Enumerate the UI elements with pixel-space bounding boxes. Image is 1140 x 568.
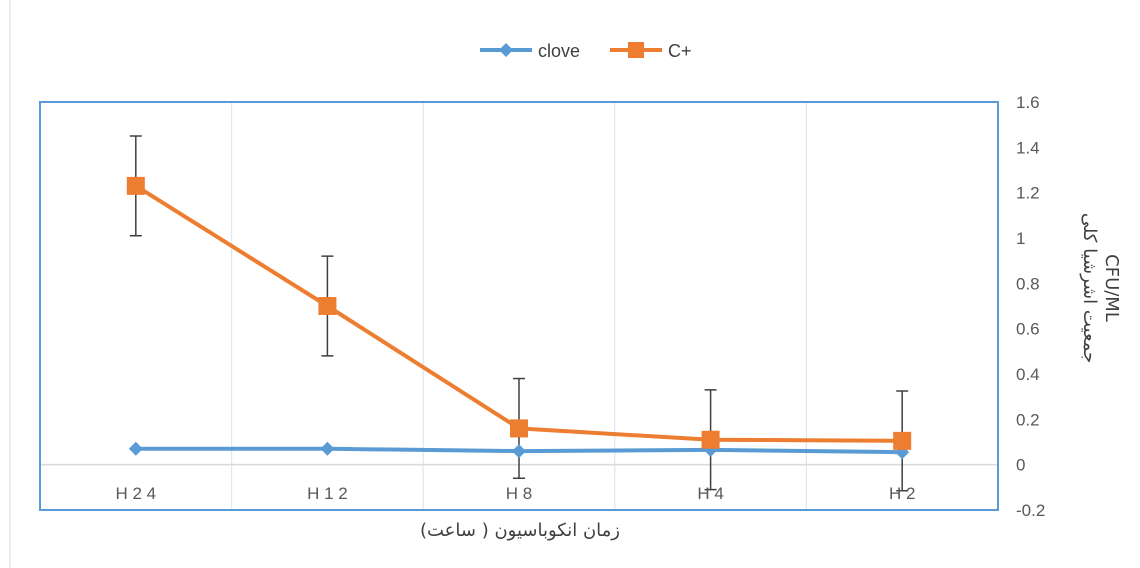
cplus-data-point [893,431,912,450]
y-tick-label: 1.4 [1016,138,1040,157]
y-tick-label: 0 [1016,456,1025,475]
legend-cplus-label: C+ [668,41,692,61]
legend-clove-label: clove [538,41,580,61]
clove-data-point [512,444,526,459]
cplus-data-point [701,430,720,449]
legend: clove C+ [480,41,692,61]
series-layer [126,135,912,492]
clove-data-point [320,441,335,456]
cplus-data-point [510,419,528,438]
y-tick-label: 1.2 [1016,184,1040,203]
legend-clove-diamond-marker [499,43,513,57]
x-tick-label: H 2 4 [115,484,156,503]
clove-data-point [128,441,143,456]
vertical-gridlines [231,102,808,510]
x-axis-title: زمان انکوباسیون ( ساعت) [420,520,620,541]
y-tick-label: 1.6 [1016,93,1040,112]
y-tick-label: 0.6 [1016,320,1040,339]
x-tick-label: H 4 [697,484,723,503]
y-tick-label: 0.4 [1016,365,1040,384]
legend-item-cplus: C+ [610,41,692,61]
cplus-data-point [318,297,337,315]
x-tick-label: H 1 2 [307,484,348,503]
x-tick-label: H 2 [889,484,915,503]
y-tick-label: 1 [1016,229,1025,248]
y-axis-title-line1: جمعیت اشرشیا کلی [1079,213,1100,363]
x-tick-label: H 8 [506,484,532,503]
y-axis-title: جمعیت اشرشیا کلی CFU/ML [1079,213,1122,363]
cplus-data-point [126,176,145,195]
y-tick-label: 0.2 [1016,410,1040,429]
legend-cplus-square-marker [628,42,644,58]
y-axis-title-line2: CFU/ML [1101,254,1122,322]
y-tick-label: -0.2 [1016,501,1045,520]
x-axis-tick-labels: H 2 4 H 1 2 H 8 H 4 H 2 [115,484,915,503]
y-axis-tick-labels: 1.6 1.4 1.2 1 0.8 0.6 0.4 0.2 0 -0.2 [1016,93,1045,520]
legend-item-clove: clove [480,41,580,61]
plot-frame [39,101,999,511]
y-tick-label: 0.8 [1016,274,1040,293]
plot-area [39,101,999,511]
